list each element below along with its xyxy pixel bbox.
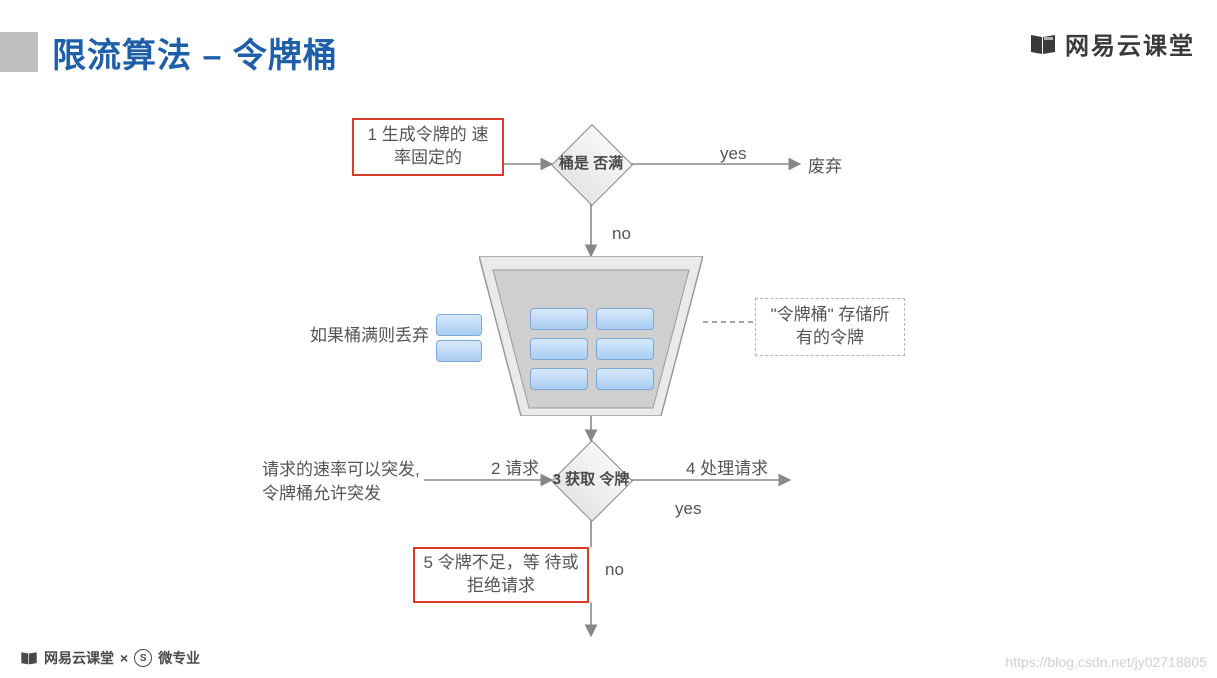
label-process: 4 处理请求 (686, 457, 768, 481)
node-bucket-full-text: 桶是 否满 (552, 125, 630, 203)
node-rate-box: 1 生成令牌的 速率固定的 (352, 118, 504, 176)
watermark: https://blog.csdn.net/jy02718805 (1005, 654, 1207, 670)
footer-brand-right: 微专业 (158, 648, 200, 668)
node-annotation-text: "令牌桶" 存储所有的令牌 (766, 304, 894, 350)
token-chip (596, 368, 654, 390)
token-chip (596, 338, 654, 360)
label-no-2: no (605, 558, 624, 582)
node-bucket (479, 256, 703, 416)
footer-brand-left: 网易云课堂 (44, 648, 114, 668)
label-yes-2: yes (675, 497, 701, 521)
footer: 网易云课堂 × S 微专业 (20, 648, 200, 668)
book-icon (20, 650, 38, 666)
token-chip (530, 368, 588, 390)
node-reject-box: 5 令牌不足，等 待或拒绝请求 (413, 547, 589, 603)
bucket-icon (479, 256, 703, 416)
token-chip (436, 314, 482, 336)
token-chip (436, 340, 482, 362)
token-chip (530, 308, 588, 330)
label-request: 2 请求 (491, 457, 539, 481)
diagram-canvas: 1 生成令牌的 速率固定的 桶是 否满 废弃 yes no 如果桶满则丢弃 请求… (0, 0, 1217, 678)
node-bucket-full-diamond: 桶是 否满 (552, 125, 630, 203)
node-get-token-text: 3 获取 令牌 (552, 441, 630, 519)
token-chip (596, 308, 654, 330)
node-rate-text: 1 生成令牌的 速率固定的 (362, 124, 494, 170)
label-overflow: 如果桶满则丢弃 (310, 324, 429, 348)
footer-sep: × (120, 650, 128, 666)
label-no-1: no (612, 222, 631, 246)
label-discard: 废弃 (808, 155, 842, 179)
s-badge-icon: S (134, 649, 152, 667)
label-yes-1: yes (720, 142, 746, 166)
node-reject-text: 5 令牌不足，等 待或拒绝请求 (423, 552, 579, 598)
node-annotation-box: "令牌桶" 存储所有的令牌 (755, 298, 905, 356)
node-get-token-diamond: 3 获取 令牌 (552, 441, 630, 519)
label-burst: 请求的速率可以突发, 令牌桶允许突发 (262, 458, 420, 506)
token-chip (530, 338, 588, 360)
